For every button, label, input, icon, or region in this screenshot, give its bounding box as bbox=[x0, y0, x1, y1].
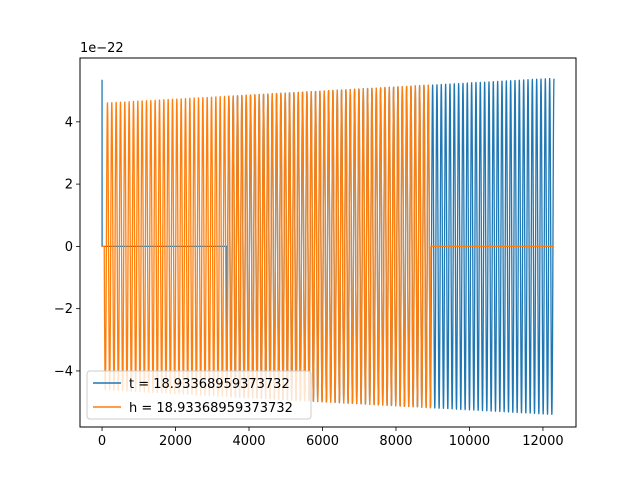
legend-label-h: h = 18.93368959373732 bbox=[129, 401, 293, 416]
y-tick-label: 2 bbox=[65, 178, 73, 193]
legend-label-t: t = 18.93368959373732 bbox=[129, 377, 290, 392]
x-tick-label: 10000 bbox=[449, 434, 490, 449]
y-offset-label: 1e−22 bbox=[80, 41, 124, 56]
y-tick-label: −4 bbox=[54, 364, 73, 379]
y-tick-label: 4 bbox=[65, 115, 73, 130]
y-axis: −4 −2 0 2 4 bbox=[54, 115, 80, 379]
y-tick-label: 0 bbox=[65, 240, 73, 255]
legend: t = 18.93368959373732 h = 18.93368959373… bbox=[86, 370, 312, 420]
x-axis: 0 2000 4000 6000 8000 10000 12000 bbox=[98, 427, 564, 449]
legend-box bbox=[86, 370, 312, 420]
series-layer bbox=[101, 77, 555, 416]
x-tick-label: 8000 bbox=[379, 434, 412, 449]
plot-frame bbox=[79, 57, 577, 428]
x-tick-label: 6000 bbox=[306, 434, 339, 449]
x-tick-label: 2000 bbox=[159, 434, 192, 449]
series-line-h bbox=[101, 84, 555, 409]
y-tick-label: −2 bbox=[54, 302, 73, 317]
x-tick-label: 12000 bbox=[522, 434, 563, 449]
x-tick-label: 0 bbox=[98, 434, 106, 449]
x-tick-label: 4000 bbox=[232, 434, 265, 449]
